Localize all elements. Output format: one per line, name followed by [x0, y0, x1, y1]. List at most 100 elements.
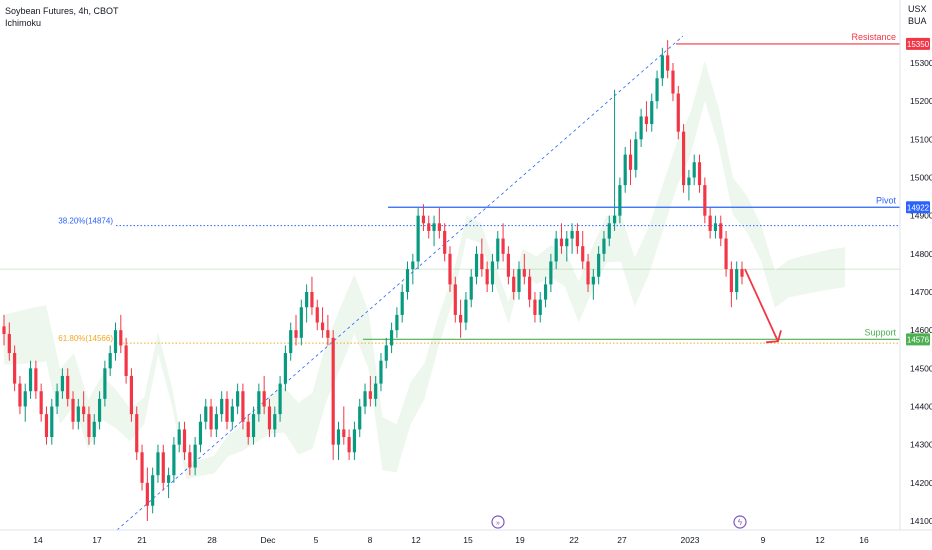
candle [71, 391, 75, 430]
candle-body [628, 154, 633, 170]
x-tick-label: 12 [815, 535, 825, 545]
candle-body [156, 452, 160, 476]
candle [533, 292, 537, 323]
candle [687, 169, 691, 201]
candle-body [517, 269, 521, 292]
x-tick-label: 5 [314, 535, 319, 545]
candle [66, 368, 70, 407]
candle [549, 253, 553, 292]
candle [188, 444, 192, 476]
candle [374, 375, 378, 407]
candle-body [506, 253, 510, 277]
candle-body [379, 360, 383, 384]
candle [729, 261, 733, 308]
x-tick-label: Dec [260, 535, 276, 545]
event-icon-dividend[interactable]: » [491, 515, 505, 529]
candle [740, 261, 744, 285]
candle-body [76, 406, 80, 422]
candle [129, 368, 134, 422]
candle [538, 292, 542, 323]
candle-body [342, 429, 346, 438]
price-tag-bg [906, 201, 930, 214]
candle-body [66, 375, 70, 399]
candle [559, 223, 564, 254]
candle-body [241, 391, 245, 422]
candle [395, 307, 399, 338]
svg-text:»: » [496, 520, 500, 527]
candle [586, 253, 590, 292]
candle [448, 246, 452, 292]
candle [612, 89, 617, 231]
fib-trend-line-segment [116, 35, 684, 531]
price-axis[interactable] [900, 0, 932, 550]
candle [634, 131, 638, 178]
candle-body [634, 139, 638, 170]
arrow-head [765, 330, 782, 344]
candle-body [459, 314, 463, 323]
candle [182, 421, 187, 460]
candle [506, 246, 510, 285]
candle-body [82, 406, 86, 415]
candle-body [713, 223, 718, 231]
event-icon-earnings[interactable]: ϟ [733, 515, 747, 529]
candle-body [565, 238, 569, 247]
candle [480, 238, 484, 277]
candle-body [421, 215, 426, 224]
x-tick-label: 22 [569, 535, 579, 545]
svg-text:ϟ: ϟ [738, 518, 743, 527]
candle-body [315, 307, 319, 323]
candle-body [501, 238, 505, 254]
candle-body [559, 238, 564, 247]
candle [166, 467, 171, 499]
candle [666, 40, 670, 79]
currency-label-top: USX [908, 4, 927, 14]
x-tick-label: 12 [411, 535, 421, 545]
candle [517, 261, 521, 300]
candle [289, 322, 293, 361]
candle-body [533, 299, 537, 315]
candle [262, 375, 266, 415]
candle-body [474, 253, 479, 277]
candle [703, 177, 707, 224]
candle-body [660, 55, 664, 79]
candle [639, 108, 643, 147]
candle-body [28, 368, 33, 392]
candle-body [166, 475, 171, 483]
candle-body [512, 276, 516, 292]
candle [97, 391, 102, 430]
candle [193, 437, 197, 476]
candle-body [469, 276, 473, 300]
candle-body [92, 421, 96, 438]
candle-body [400, 292, 404, 315]
candle [135, 406, 139, 460]
candle-body [735, 269, 739, 292]
price-tag-text: 14576 [907, 335, 930, 344]
candle-body [209, 406, 213, 430]
candle-body [193, 444, 197, 468]
indicator-label: Ichimoku [5, 18, 41, 28]
candle-body [692, 162, 696, 178]
candle [389, 322, 394, 354]
y-tick-label: 14100 [910, 516, 932, 526]
candle [214, 406, 218, 438]
candle-body [671, 70, 675, 94]
candle-body [220, 398, 224, 415]
candles [2, 40, 744, 521]
candle [697, 154, 702, 193]
arrow-shaft [744, 268, 779, 342]
candle [241, 383, 245, 430]
candle-body [151, 475, 155, 506]
candle [172, 437, 176, 483]
candle-body [13, 353, 17, 384]
candle-body [416, 215, 420, 262]
fib-trend-line [116, 35, 684, 531]
candle-body [50, 406, 54, 438]
candle [676, 85, 680, 140]
currency-label-bottom: BUA [908, 16, 927, 26]
candle [82, 391, 86, 422]
candle-body [496, 238, 500, 262]
candle [682, 124, 686, 193]
candle [161, 444, 165, 491]
